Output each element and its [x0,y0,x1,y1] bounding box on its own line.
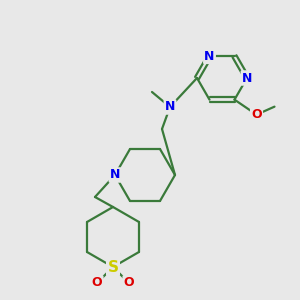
Text: N: N [165,100,175,113]
Text: N: N [242,71,252,85]
Text: N: N [110,169,120,182]
Text: O: O [92,277,102,290]
Text: N: N [204,50,215,63]
Text: S: S [107,260,118,274]
Text: O: O [251,108,262,121]
Text: O: O [124,277,134,290]
